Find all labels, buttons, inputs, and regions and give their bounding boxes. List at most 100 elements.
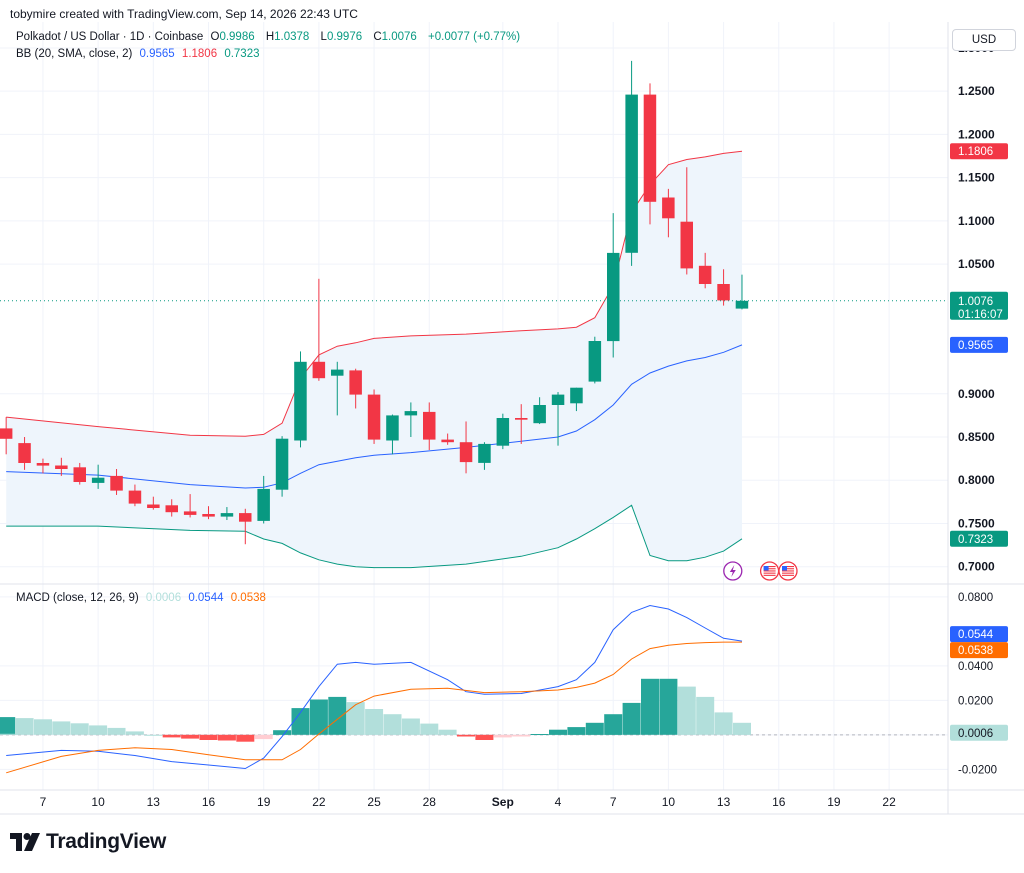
tradingview-logo[interactable]: TradingView [10,828,166,856]
macd-histogram-bar [549,729,567,735]
time-tick-label: 10 [662,795,676,809]
candle [73,462,86,485]
candle-body [331,369,344,376]
close-label: C [373,31,382,43]
signal-axis-tag: 0.0538 [958,645,993,657]
lightning-event-icon[interactable] [723,561,743,581]
candle [91,464,105,489]
candle [331,361,344,416]
flag-stripe [763,566,776,568]
candle-body [147,504,160,508]
candle-body [55,465,68,469]
macd-histogram-bar [0,733,18,735]
time-tick-label: 16 [772,795,786,809]
close-value: 1.0076 [381,31,417,43]
time-tick-label: Sep [492,795,514,809]
candle-body [459,442,473,463]
candle-body [735,300,749,309]
price-tick-label: 0.7000 [958,560,995,574]
us-flag-event-icon[interactable] [759,561,780,581]
macd-pane [0,604,948,774]
candle [717,269,730,306]
macd-tick-label: 0.0200 [958,695,993,707]
candle [165,499,178,517]
flag-stripe [782,570,794,572]
candle-body [404,411,418,416]
macd-histogram-bar [254,734,273,740]
macd-histogram-bar [162,734,181,738]
signal-axis-tag-bg [950,642,1008,659]
open-value: 0.9986 [219,31,255,43]
candle [496,413,510,450]
candle-body [643,94,657,202]
macd-tick-label: -0.0200 [958,764,997,776]
macd-histogram-bar [512,734,531,737]
candle [110,469,123,495]
candle-body [91,477,105,483]
macd-histogram-bar [438,729,457,735]
macd-tick-label: 0.0400 [958,661,993,673]
candle-body [275,438,289,490]
macd-histogram-bar [346,702,365,735]
bb-indicator-label: BB (20, SMA, close, 2) [16,48,133,60]
candle [515,404,528,444]
flag-stripe [782,574,794,576]
bollinger-bands [0,150,948,569]
candle [680,167,693,275]
candle-body [367,394,381,440]
price-tick-label: 0.8000 [958,473,995,487]
macd-histogram-bar [641,678,659,735]
event-markers[interactable] [723,561,798,581]
brand-name: TradingView [46,830,167,853]
flag-stripe [763,572,776,574]
candle-body [441,439,454,443]
us-flag-event-icon[interactable] [778,561,798,581]
time-tick-label: 22 [312,795,326,809]
candle [183,494,197,518]
price-axis-tag-bg [950,336,1008,353]
candle-body [588,341,602,382]
macd-histogram-bar [181,734,200,739]
candle [607,213,620,358]
candle-body [551,394,565,405]
macd-legend[interactable]: MACD (close, 12, 26, 9) 0.0006 0.0544 0.… [16,592,270,604]
macd-histogram-bar [457,734,475,737]
macd-histogram-bar [273,730,292,735]
symbol-title[interactable]: Polkadot / US Dollar · 1D · Coinbase [16,31,204,43]
time-tick-label: 25 [367,795,381,809]
candle [533,397,546,425]
flag-stripe [782,572,794,574]
candle [239,508,252,545]
low-value: 0.9976 [326,31,363,43]
macd-histogram-bar [107,727,126,735]
price-axis-tag: 0.9565 [958,340,993,352]
bb-lower-line [6,504,743,569]
candle-body [515,418,528,420]
candle-body [128,490,142,504]
tradingview-logo-icon [10,833,40,851]
macd-histogram-bar [309,699,328,735]
candle-body [0,428,13,439]
price-tick-label: 1.2000 [958,127,995,141]
candle [0,417,13,455]
candle-body [239,513,252,522]
candle-body [73,467,86,482]
candle [128,484,142,507]
macd-histogram-bar [493,734,512,738]
price-axis[interactable]: 1.30001.25001.20001.15001.10001.05000.90… [950,41,1008,776]
time-axis[interactable]: 7 10 13 16 19 22 25 28 Sep 4 7 10 13 16 19 22 [40,795,896,809]
candle [147,496,160,510]
candle-body [165,505,178,513]
currency-button[interactable]: USD [952,29,1016,51]
candle [202,506,215,520]
price-tick-label: 1.2500 [958,84,995,98]
time-tick-label: 10 [91,795,105,809]
bb-legend[interactable]: BB (20, SMA, close, 2) 0.9565 1.1806 0.7… [16,48,264,60]
candle-body [183,511,197,515]
candle-body [294,361,307,441]
candlesticks [0,60,749,545]
flag-stripe [763,570,776,572]
bb-band-fill [6,151,742,568]
candle-body [717,284,730,301]
